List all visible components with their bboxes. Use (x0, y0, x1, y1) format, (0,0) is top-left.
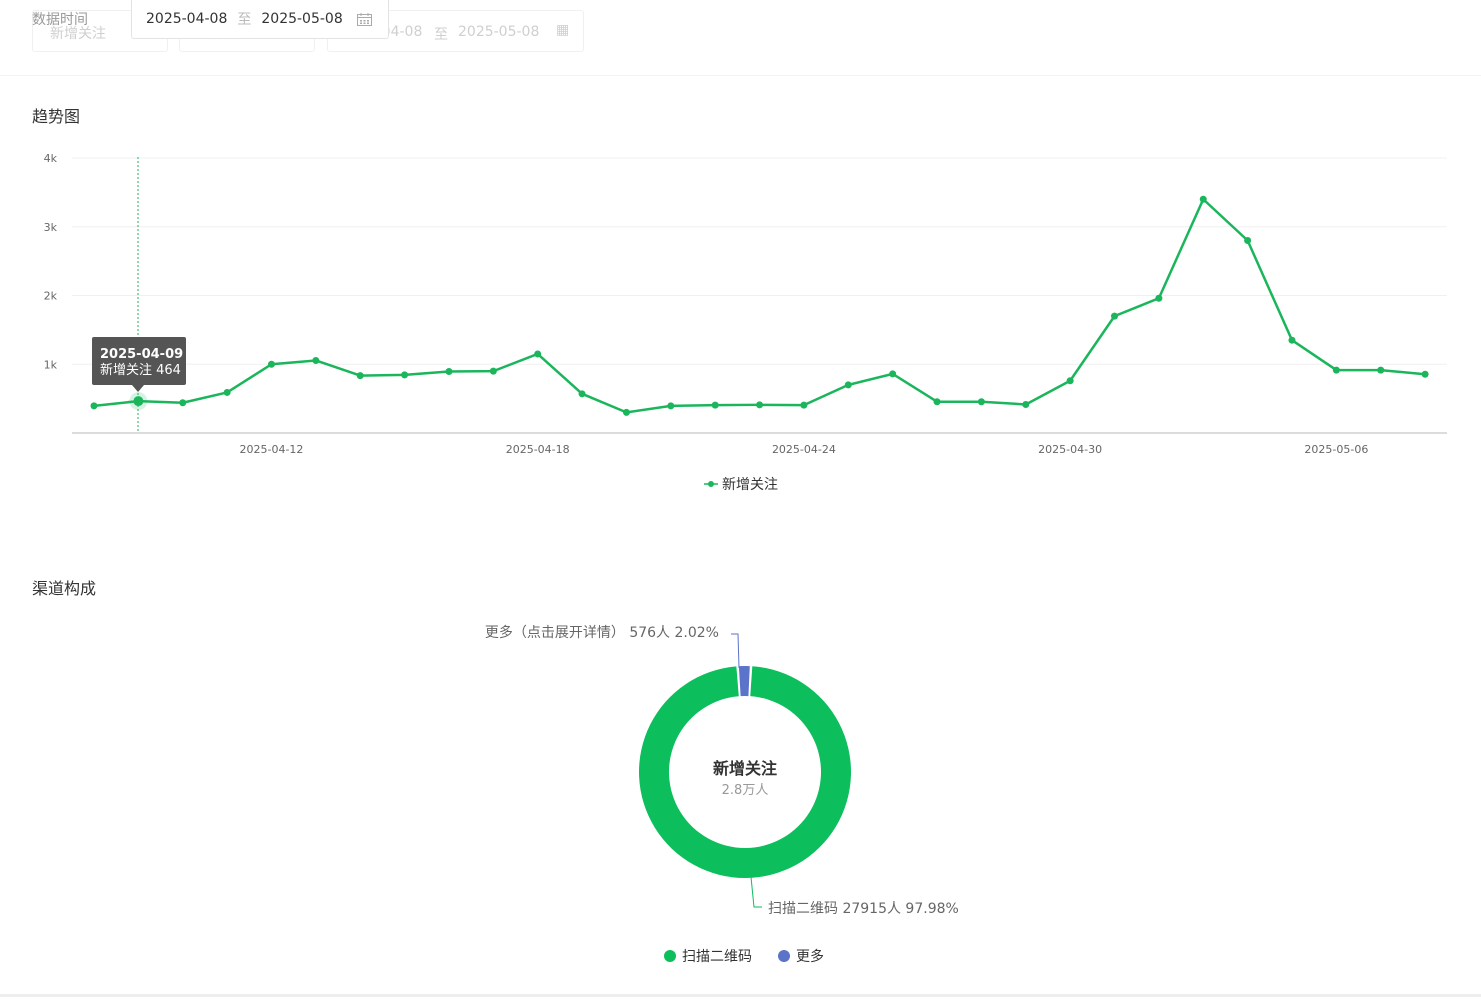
data-point[interactable] (445, 367, 453, 375)
x-tick-label: 2025-05-06 (1304, 443, 1368, 456)
y-tick-label: 2k (44, 290, 58, 303)
data-point[interactable] (933, 398, 941, 406)
y-tick-label: 3k (44, 221, 58, 234)
data-point[interactable] (667, 402, 675, 410)
data-point[interactable] (356, 372, 364, 380)
label-leader-scan (750, 876, 762, 908)
line-legend[interactable]: 新增关注 (704, 477, 778, 493)
x-tick-label: 2025-04-24 (772, 443, 836, 456)
data-point[interactable] (1377, 366, 1385, 374)
legend-label-scan: 扫描二维码 (682, 949, 752, 965)
bg-end-date: 2025-05-08 (458, 24, 540, 40)
data-point[interactable] (1111, 312, 1119, 320)
data-point[interactable] (1244, 237, 1252, 244)
series-line-new-follow (93, 198, 1426, 414)
donut-center-title: 新增关注 (713, 759, 777, 778)
data-point[interactable] (133, 396, 144, 407)
data-point[interactable] (844, 381, 852, 389)
data-point[interactable] (1199, 195, 1207, 203)
data-point[interactable] (1155, 294, 1163, 302)
data-point[interactable] (312, 356, 320, 364)
hover-point-halo (129, 392, 148, 411)
data-point[interactable] (578, 390, 586, 398)
data-point[interactable] (889, 370, 897, 378)
slice-label-scan: 扫描二维码 27915人 97.98% (768, 901, 959, 917)
end-date[interactable]: 2025-05-08 (261, 11, 343, 27)
data-point[interactable] (977, 398, 985, 406)
data-point[interactable] (223, 388, 231, 396)
legend-dot (778, 950, 790, 962)
legend-dot (708, 481, 714, 487)
data-point[interactable] (179, 399, 187, 407)
data-point[interactable] (534, 350, 542, 358)
data-point[interactable] (1332, 366, 1340, 374)
data-point[interactable] (90, 402, 98, 410)
legend-item-more[interactable]: 更多 (778, 946, 824, 966)
metric-select-label: 新增关注 (50, 26, 106, 42)
tooltip-arrow (132, 385, 144, 392)
trend-title: 趋势图 (32, 107, 81, 126)
legend-label-more: 更多 (796, 949, 824, 965)
data-point[interactable] (1022, 400, 1030, 408)
y-tick-label: 4k (44, 152, 58, 165)
data-point[interactable] (1288, 336, 1296, 344)
x-tick-label: 2025-04-30 (1038, 443, 1102, 456)
legend-dot (664, 950, 676, 962)
data-point[interactable] (622, 408, 630, 416)
tooltip-value: 新增关注 464 (100, 362, 181, 378)
start-date[interactable]: 2025-04-08 (146, 11, 228, 27)
data-point[interactable] (1421, 370, 1429, 378)
calendar-icon: ▦ (556, 22, 570, 38)
bg-date-separator: 至 (434, 27, 448, 43)
channel-title: 渠道构成 (32, 579, 97, 598)
x-tick-label: 2025-04-12 (240, 443, 304, 456)
data-point[interactable] (401, 371, 409, 379)
donut-slice-more[interactable] (738, 666, 750, 697)
filter-bar: 新增关注 ⌄ 全部来源 ⌄ 2025-04-08 至 2025-05-08 ▦ … (0, 0, 1481, 76)
channel-donut-chart[interactable]: 更多（点击展开详情） 576人 2.02% 扫描二维码 27915人 97.98… (0, 580, 1481, 1000)
data-time-label: 数据时间 (32, 12, 88, 28)
trend-line-chart[interactable]: 4k 3k 2k 1k 2025-04-12 2025-04-18 2025-04-24 2… (0, 0, 1481, 500)
legend-label-new-follow: 新增关注 (722, 477, 778, 493)
data-point[interactable] (711, 401, 719, 409)
data-point[interactable] (489, 367, 497, 375)
calendar-icon[interactable] (356, 12, 372, 26)
data-point[interactable] (756, 401, 764, 409)
tooltip-box (92, 337, 186, 385)
tooltip-date: 2025-04-09 (100, 347, 183, 362)
y-tick-label: 1k (44, 358, 58, 371)
data-point[interactable] (267, 360, 275, 368)
page-bottom-divider (0, 994, 1481, 997)
data-point[interactable] (800, 401, 808, 409)
donut-center-value: 2.8万人 (722, 783, 769, 798)
data-point[interactable] (1066, 377, 1074, 385)
slice-label-more: 更多（点击展开详情） 576人 2.02% (485, 624, 719, 641)
x-tick-label: 2025-04-18 (506, 443, 570, 456)
tooltip: 2025-04-09 新增关注 464 (92, 337, 186, 392)
date-range-picker[interactable]: 2025-04-08 至 2025-05-08 (131, 0, 389, 39)
legend-item-scan[interactable]: 扫描二维码 (664, 946, 752, 966)
date-separator: 至 (237, 12, 252, 28)
label-leader-more (731, 633, 740, 669)
